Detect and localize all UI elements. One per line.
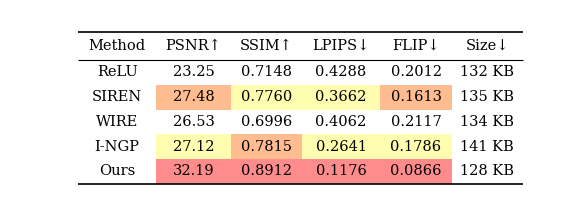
- Text: 0.4288: 0.4288: [315, 66, 367, 80]
- Bar: [380, 134, 452, 159]
- Bar: [380, 159, 452, 184]
- Text: 0.0866: 0.0866: [390, 165, 442, 179]
- Bar: [380, 85, 452, 110]
- Text: FLIP↓: FLIP↓: [392, 39, 440, 53]
- Text: 0.2012: 0.2012: [390, 66, 441, 80]
- Text: 0.3662: 0.3662: [315, 90, 367, 104]
- Text: 0.7760: 0.7760: [240, 90, 292, 104]
- Text: 135 KB: 135 KB: [460, 90, 515, 104]
- Text: LPIPS↓: LPIPS↓: [312, 39, 370, 53]
- Text: 132 KB: 132 KB: [460, 66, 515, 80]
- Bar: [302, 85, 380, 110]
- Bar: [230, 159, 302, 184]
- Bar: [302, 134, 380, 159]
- Text: WIRE: WIRE: [96, 115, 138, 129]
- Text: 0.4062: 0.4062: [315, 115, 367, 129]
- Text: 128 KB: 128 KB: [460, 165, 515, 179]
- Text: 0.7148: 0.7148: [241, 66, 292, 80]
- Text: 26.53: 26.53: [172, 115, 214, 129]
- Text: 27.48: 27.48: [173, 90, 214, 104]
- Text: 0.1786: 0.1786: [390, 140, 442, 154]
- Text: SIREN: SIREN: [92, 90, 142, 104]
- Bar: [302, 159, 380, 184]
- Text: 0.6996: 0.6996: [240, 115, 292, 129]
- Text: 0.2641: 0.2641: [316, 140, 367, 154]
- Text: 23.25: 23.25: [173, 66, 214, 80]
- Bar: [230, 134, 302, 159]
- Text: 0.1176: 0.1176: [316, 165, 366, 179]
- Bar: [156, 159, 230, 184]
- Text: 27.12: 27.12: [173, 140, 214, 154]
- Text: 134 KB: 134 KB: [460, 115, 515, 129]
- Text: 0.8912: 0.8912: [241, 165, 292, 179]
- Text: Ours: Ours: [99, 165, 135, 179]
- Text: Method: Method: [88, 39, 146, 53]
- Bar: [156, 85, 230, 110]
- Text: SSIM↑: SSIM↑: [240, 39, 292, 53]
- Text: 141 KB: 141 KB: [461, 140, 514, 154]
- Text: 0.7815: 0.7815: [241, 140, 292, 154]
- Text: 32.19: 32.19: [173, 165, 214, 179]
- Bar: [230, 85, 302, 110]
- Text: Size↓: Size↓: [465, 39, 509, 53]
- Text: PSNR↑: PSNR↑: [166, 39, 222, 53]
- Text: 0.2117: 0.2117: [391, 115, 441, 129]
- Text: ReLU: ReLU: [97, 66, 138, 80]
- Text: I-NGP: I-NGP: [95, 140, 139, 154]
- Text: 0.1613: 0.1613: [390, 90, 441, 104]
- Bar: [156, 134, 230, 159]
